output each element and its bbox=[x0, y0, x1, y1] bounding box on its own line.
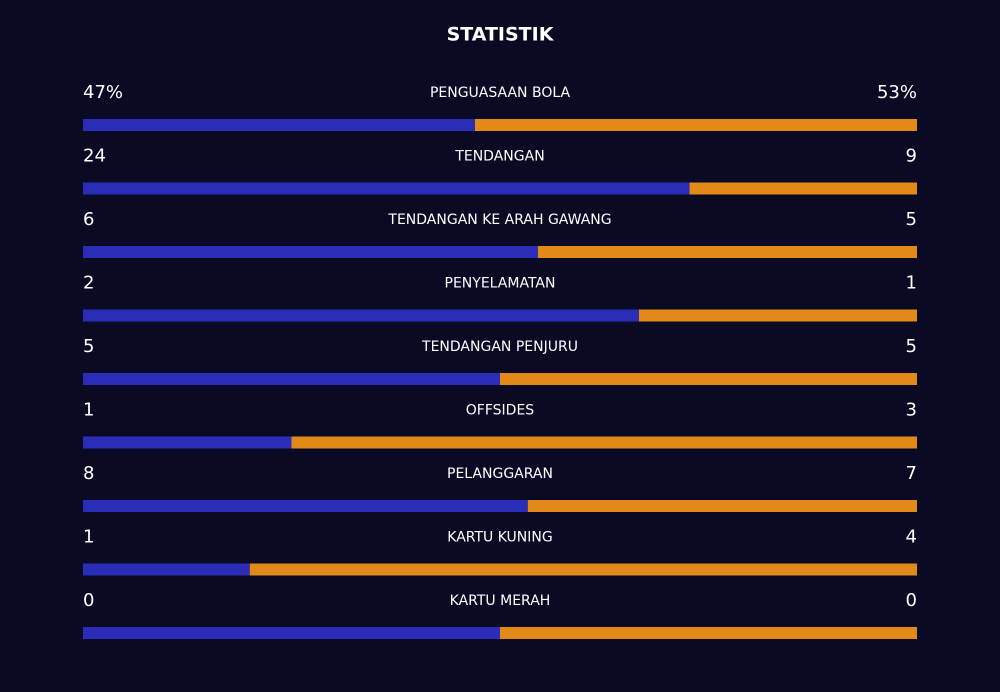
away-bar bbox=[291, 436, 917, 449]
away-bar bbox=[249, 563, 918, 576]
home-value: 2 bbox=[83, 273, 94, 294]
stat-label: KARTU KUNING bbox=[447, 530, 552, 546]
away-value: 5 bbox=[906, 336, 917, 357]
away-value: 3 bbox=[906, 400, 917, 421]
stat-label: KARTU MERAH bbox=[450, 593, 551, 609]
home-value: 47% bbox=[83, 82, 123, 103]
away-value: 7 bbox=[906, 463, 917, 484]
away-bar bbox=[689, 182, 917, 195]
stat-label: TENDANGAN PENJURU bbox=[421, 339, 578, 355]
home-value: 6 bbox=[83, 209, 94, 230]
home-bar bbox=[83, 627, 500, 639]
stat-label: TENDANGAN bbox=[454, 149, 544, 165]
away-value: 53% bbox=[877, 82, 917, 103]
home-bar bbox=[83, 246, 538, 258]
home-bar bbox=[83, 309, 639, 322]
stat-label: PENGUASAAN BOLA bbox=[430, 85, 571, 101]
title: STATISTIK bbox=[447, 24, 555, 46]
away-bar bbox=[500, 627, 917, 639]
away-bar bbox=[474, 119, 917, 131]
home-bar bbox=[83, 563, 250, 576]
home-value: 0 bbox=[83, 590, 94, 611]
away-bar bbox=[500, 373, 917, 385]
home-bar bbox=[83, 119, 475, 131]
stat-label: PELANGGARAN bbox=[447, 466, 553, 482]
home-bar bbox=[83, 373, 500, 385]
away-value: 1 bbox=[906, 273, 917, 294]
home-value: 24 bbox=[83, 146, 106, 167]
stat-label: OFFSIDES bbox=[466, 403, 535, 419]
home-value: 1 bbox=[83, 400, 94, 421]
away-value: 4 bbox=[906, 527, 917, 548]
away-value: 5 bbox=[906, 209, 917, 230]
home-value: 5 bbox=[83, 336, 94, 357]
home-bar bbox=[83, 182, 690, 195]
stat-label: TENDANGAN KE ARAH GAWANG bbox=[387, 212, 611, 228]
away-bar bbox=[527, 500, 917, 512]
home-value: 1 bbox=[83, 527, 94, 548]
away-value: 0 bbox=[906, 590, 917, 611]
home-bar bbox=[83, 500, 528, 512]
away-value: 9 bbox=[906, 146, 917, 167]
away-bar bbox=[639, 309, 917, 322]
stat-label: PENYELAMATAN bbox=[445, 276, 556, 292]
home-bar bbox=[83, 436, 292, 449]
away-bar bbox=[537, 246, 917, 258]
home-value: 8 bbox=[83, 463, 94, 484]
